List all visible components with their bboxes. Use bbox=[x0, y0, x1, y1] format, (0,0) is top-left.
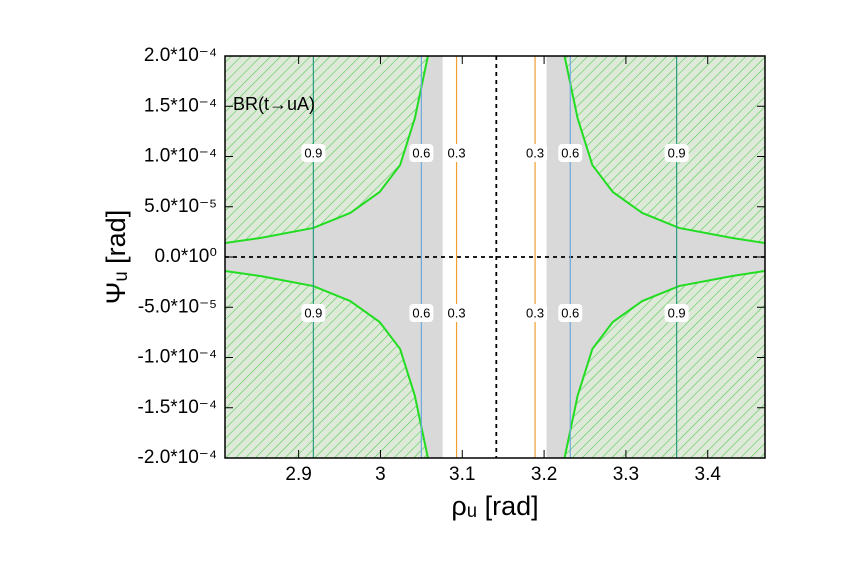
contour-label-box bbox=[523, 144, 548, 162]
boundary-curve bbox=[563, 55, 766, 245]
y-tick-label: -2.0*10⁻⁴ bbox=[138, 447, 217, 468]
contour-label-box bbox=[664, 304, 689, 322]
contour-label-box bbox=[523, 304, 548, 322]
contour-label: 0.3 bbox=[448, 145, 466, 160]
contour-label: 0.9 bbox=[304, 305, 322, 320]
y-tick-label: 5.0*10⁻⁵ bbox=[144, 196, 217, 217]
excluded-region bbox=[564, 270, 765, 458]
contour-label-box bbox=[301, 304, 326, 322]
y-tick-label: 2.0*10⁻⁴ bbox=[144, 45, 217, 66]
y-tick-label: -5.0*10⁻⁵ bbox=[138, 296, 217, 317]
contour-label-box bbox=[409, 144, 434, 162]
contour-label: 0.3 bbox=[448, 305, 466, 320]
contour-label: 0.6 bbox=[412, 145, 430, 160]
annotation: BR(t→uA) bbox=[233, 94, 315, 114]
boundary-curve bbox=[224, 55, 429, 245]
boundary-curve bbox=[224, 269, 429, 459]
contour-label-box bbox=[444, 144, 469, 162]
x-tick-label: 2.9 bbox=[285, 464, 311, 485]
y-tick-label: -1.5*10⁻⁴ bbox=[138, 397, 217, 418]
y-axis-label: Ψᵤ [rad] bbox=[101, 210, 131, 304]
x-axis-label: ρᵤ [rad] bbox=[451, 491, 538, 521]
contour-label-box bbox=[444, 304, 469, 322]
contour-label: 0.9 bbox=[304, 145, 322, 160]
contour-label-box bbox=[558, 304, 583, 322]
contour-label-box bbox=[409, 304, 434, 322]
contour-label: 0.6 bbox=[412, 305, 430, 320]
contour-label-box bbox=[558, 144, 583, 162]
contour-label-box bbox=[664, 144, 689, 162]
contour-label: 0.3 bbox=[526, 305, 544, 320]
excluded-region bbox=[225, 56, 428, 244]
x-tick-label: 3 bbox=[375, 464, 386, 485]
excluded-region bbox=[225, 270, 428, 458]
contour-label-box bbox=[301, 144, 326, 162]
x-tick-label: 3.3 bbox=[613, 464, 639, 485]
boundary-curve bbox=[563, 269, 766, 459]
y-tick-label: 1.5*10⁻⁴ bbox=[144, 95, 217, 116]
contour-label: 0.6 bbox=[561, 145, 579, 160]
contour-label: 0.9 bbox=[668, 145, 686, 160]
x-tick-label: 3.4 bbox=[695, 464, 722, 485]
y-tick-label: 1.0*10⁻⁴ bbox=[144, 146, 217, 167]
contour-label: 0.3 bbox=[526, 145, 544, 160]
y-tick-label: -1.0*10⁻⁴ bbox=[138, 347, 217, 368]
contour-label: 0.9 bbox=[668, 305, 686, 320]
contour-label: 0.6 bbox=[561, 305, 579, 320]
x-tick-label: 3.2 bbox=[531, 464, 557, 485]
x-tick-label: 3.1 bbox=[449, 464, 475, 485]
y-tick-label: 0.0*10⁰ bbox=[154, 246, 217, 267]
